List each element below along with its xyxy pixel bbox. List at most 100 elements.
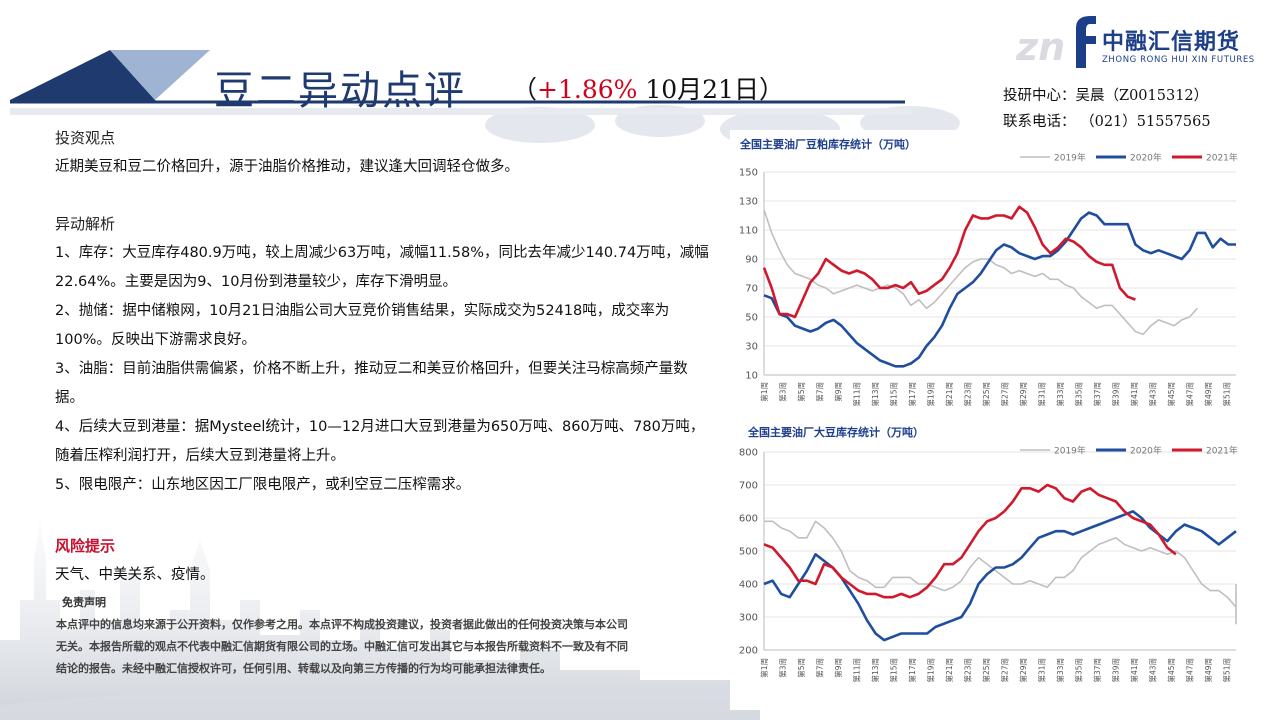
- phone-info: 联系电话： （021）51557565: [1003, 114, 1211, 130]
- x-tick-label: 第23周: [963, 382, 973, 407]
- x-tick-label: 第3周: [778, 658, 788, 678]
- company-name-english: ZHONG RONG HUI XIN FUTURES: [1102, 55, 1255, 65]
- x-tick-label: 第39周: [1111, 382, 1121, 407]
- x-tick-label: 第17周: [907, 382, 917, 407]
- y-tick-label: 70: [745, 284, 758, 295]
- x-tick-label: 第9周: [833, 382, 843, 402]
- x-tick-label: 第43周: [1148, 658, 1158, 683]
- x-tick-label: 第33周: [1055, 658, 1065, 683]
- page-subtitle: （+1.86% 10月21日）: [512, 75, 784, 104]
- series-line-2019年: [763, 209, 1198, 336]
- x-tick-label: 第21周: [944, 658, 954, 683]
- x-tick-label: 第47周: [1185, 658, 1195, 683]
- city-skyline-watermark: [0, 520, 760, 720]
- x-tick-label: 第49周: [1203, 382, 1213, 407]
- y-tick-label: 10: [745, 371, 758, 382]
- x-tick-label: 第41周: [1129, 658, 1139, 683]
- y-tick-label: 150: [739, 168, 758, 179]
- legend-label: 2019年: [1054, 152, 1086, 164]
- x-tick-label: 第1周: [759, 382, 769, 402]
- x-tick-label: 第7周: [815, 382, 825, 402]
- disclaimer-title: 免责声明: [62, 596, 106, 609]
- legend-label: 2020年: [1130, 152, 1162, 164]
- x-tick-label: 第11周: [852, 658, 862, 683]
- header-banner: [10, 50, 913, 115]
- x-tick-label: 第15周: [889, 382, 899, 407]
- legend-label: 2021年: [1206, 152, 1238, 164]
- x-tick-label: 第45周: [1166, 382, 1176, 407]
- x-tick-label: 第19周: [926, 382, 936, 407]
- company-name: 中融汇信期货: [1102, 30, 1241, 55]
- x-tick-label: 第37周: [1092, 658, 1102, 683]
- x-tick-label: 第41周: [1129, 382, 1139, 407]
- series-line-2021年: [762, 205, 1136, 319]
- chart-title: 全国主要油厂大豆库存统计（万吨）: [748, 426, 924, 439]
- x-tick-label: 第1周: [759, 658, 769, 678]
- legend-label: 2019年: [1054, 445, 1086, 457]
- x-tick-label: 第13周: [870, 382, 880, 407]
- bean-stock-plot: 200 300 400 500 600 700 800 第1周 第3周 第5周 第7周 第9周 第11周…: [739, 445, 1238, 683]
- x-tick-label: 第27周: [1000, 658, 1010, 683]
- x-tick-label: 第29周: [1018, 382, 1028, 407]
- x-tick-label: 第25周: [981, 658, 991, 683]
- analysis-item-1: 1、库存：大豆库存480.9万吨，较上周减少63万吨，减幅11.58%，同比去年…: [55, 245, 709, 290]
- y-tick-label: 200: [739, 646, 758, 657]
- x-tick-label: 第39周: [1111, 658, 1121, 683]
- x-tick-label: 第19周: [926, 658, 936, 683]
- y-tick-label: 300: [739, 613, 758, 624]
- y-tick-label: 90: [745, 255, 758, 266]
- svg-text:zn: zn: [1015, 25, 1065, 69]
- x-tick-label: 第25周: [981, 382, 991, 407]
- series-line-2020年: [763, 211, 1236, 368]
- y-tick-label: 30: [745, 342, 758, 353]
- y-tick-label: 130: [739, 197, 758, 208]
- risk-title: 风险提示: [55, 537, 116, 555]
- x-tick-label: 第17周: [907, 658, 917, 683]
- x-tick-label: 第47周: [1185, 382, 1195, 407]
- x-tick-label: 第49周: [1203, 658, 1213, 683]
- page-title: 豆二异动点评: [214, 68, 466, 114]
- x-tick-label: 第37周: [1092, 382, 1102, 407]
- series-line-2021年: [763, 483, 1177, 599]
- x-tick-label: 第35周: [1074, 382, 1084, 407]
- bean-stock-chart: 全国主要油厂大豆库存统计（万吨） 200 300 400 500 600 700 800 第1…: [730, 420, 1250, 710]
- legend-label: 2021年: [1206, 445, 1238, 457]
- x-tick-label: 第21周: [944, 382, 954, 407]
- price-change: +1.86%: [537, 75, 638, 104]
- x-tick-label: 第29周: [1018, 658, 1028, 683]
- y-tick-label: 700: [739, 481, 758, 492]
- x-tick-label: 第33周: [1055, 382, 1065, 407]
- x-tick-label: 第15周: [889, 658, 899, 683]
- series-line-2019年: [764, 520, 1237, 625]
- company-logo: zn: [1015, 16, 1096, 69]
- x-tick-label: 第45周: [1166, 658, 1176, 683]
- x-tick-label: 第27周: [1000, 382, 1010, 407]
- disclaimer-text: 本点评中的信息均来源于公开资料，仅作参考之用。本点评不构成投资建议，投资者据此做…: [56, 618, 628, 675]
- legend-label: 2020年: [1130, 445, 1162, 457]
- analysis-item-3: 3、油脂：目前油脂供需偏紧，价格不断上升，推动豆二和美豆价格回升，但要关注马棕高…: [55, 361, 688, 406]
- series-line-2020年: [763, 510, 1237, 642]
- researcher-info: 投研中心：吴晨（Z0015312）: [1003, 88, 1209, 104]
- x-tick-label: 第9周: [833, 658, 843, 678]
- x-tick-label: 第13周: [870, 658, 880, 683]
- risk-text: 天气、中美关系、疫情。: [55, 567, 215, 583]
- chart-title: 全国主要油厂豆粕库存统计（万吨）: [740, 138, 916, 151]
- risk-section: 风险提示 天气、中美关系、疫情。: [55, 532, 715, 590]
- y-tick-label: 800: [739, 448, 758, 459]
- x-tick-label: 第23周: [963, 658, 973, 683]
- x-tick-label: 第35周: [1074, 658, 1084, 683]
- report-date: 10月21日）: [637, 75, 784, 104]
- y-tick-label: 50: [745, 313, 758, 324]
- x-tick-label: 第43周: [1148, 382, 1158, 407]
- x-tick-label: 第11周: [852, 382, 862, 407]
- view-section: 投资观点 近期美豆和豆二价格回升，源于油脂价格推动，建议逢大回调轻仓做多。: [55, 124, 715, 182]
- x-tick-label: 第3周: [778, 382, 788, 402]
- y-tick-label: 400: [739, 580, 758, 591]
- analysis-item-4: 4、后续大豆到港量：据Mysteel统计，10—12月进口大豆到港量为650万吨…: [55, 419, 705, 464]
- x-tick-label: 第31周: [1037, 658, 1047, 683]
- view-text: 近期美豆和豆二价格回升，源于油脂价格推动，建议逢大回调轻仓做多。: [55, 159, 519, 175]
- analysis-item-2: 2、抛储：据中储粮网，10月21日油脂公司大豆竞价销售结果，实际成交为52418…: [55, 303, 670, 348]
- x-tick-label: 第5周: [796, 658, 806, 678]
- x-tick-label: 第31周: [1037, 382, 1047, 407]
